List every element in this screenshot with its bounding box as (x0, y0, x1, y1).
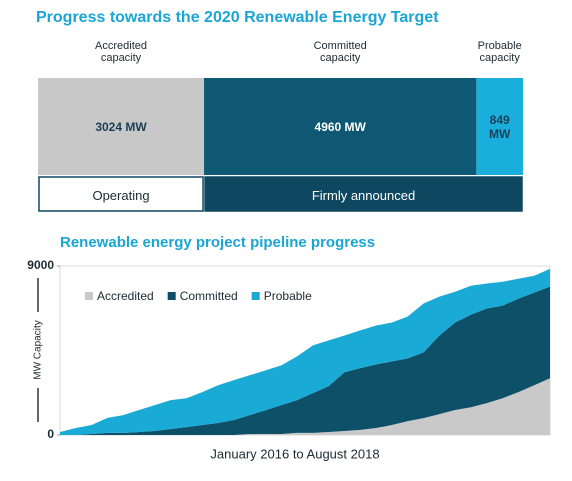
chart-title: Renewable energy project pipeline progre… (60, 234, 375, 251)
y-tick-label: 9000 (27, 258, 54, 272)
legend-swatch (85, 292, 93, 300)
area (60, 286, 550, 435)
series-label: Committed capacity (313, 40, 367, 64)
legend-label: Committed (180, 289, 238, 303)
y-tick-label: 0 (47, 427, 54, 441)
value-label: 3024 MW (95, 119, 147, 134)
group-box (204, 176, 523, 212)
chart-title: Progress towards the 2020 Renewable Ener… (36, 9, 439, 26)
series-label: Accredited capacity (95, 40, 147, 64)
legend-label: Probable (264, 289, 312, 303)
bar-segment (38, 78, 205, 175)
group-label: Operating (92, 187, 150, 203)
legend-swatch (167, 292, 176, 300)
value-label: 4960 MW (314, 119, 366, 134)
legend-swatch (251, 292, 260, 300)
value-label: 849 MW (489, 112, 511, 141)
series-label: Probable capacity (477, 40, 522, 64)
group-label: Firmly announced (311, 187, 416, 203)
y-axis-label: MW Capacity (33, 320, 44, 379)
x-axis-label: January 2016 to August 2018 (210, 446, 379, 461)
bar-segment (204, 78, 477, 175)
legend-label: Accredited (97, 289, 154, 303)
bar-segment (476, 78, 523, 175)
area (60, 378, 550, 435)
area (60, 268, 550, 435)
group-box (38, 176, 204, 212)
